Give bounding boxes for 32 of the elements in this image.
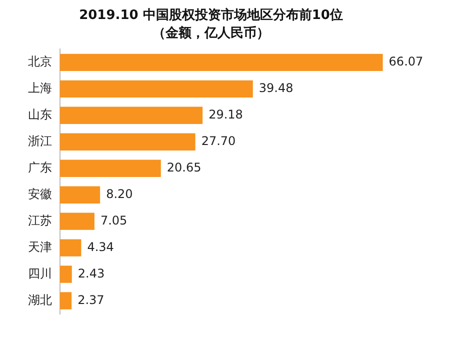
bar: [60, 160, 161, 177]
y-tick-label: 广东: [28, 160, 52, 174]
data-label: 29.18: [208, 108, 243, 122]
data-label: 7.05: [100, 213, 128, 228]
y-tick-label: 天津: [28, 240, 52, 254]
bar: [60, 106, 203, 124]
bar: [60, 54, 383, 72]
bar: [60, 133, 196, 150]
y-tick-label: 山东: [28, 108, 52, 122]
bar: [60, 239, 82, 256]
y-tick-label: 湖北: [28, 292, 52, 307]
data-label: 2.43: [78, 266, 105, 280]
y-tick-label: 四川: [28, 266, 52, 280]
data-label: 8.20: [106, 186, 133, 201]
bar: [60, 80, 253, 98]
chart-title: 2019.10 中国股权投资市场地区分布前10位: [79, 7, 343, 24]
data-label: 27.70: [201, 134, 236, 148]
y-tick-label: 安徽: [28, 186, 52, 201]
y-tick-label: 上海: [28, 81, 52, 96]
y-tick-label: 江苏: [28, 213, 52, 228]
data-label: 2.37: [78, 292, 104, 307]
bar: [60, 266, 72, 283]
data-label: 4.34: [87, 240, 114, 254]
data-label: 20.65: [166, 160, 202, 174]
bar: [60, 212, 94, 230]
y-tick-label: 北京: [28, 54, 52, 69]
data-label: 39.48: [258, 81, 294, 96]
bar: [60, 292, 72, 310]
data-label: 66.07: [388, 54, 424, 69]
chart-subtitle: （金额，亿人民币）: [152, 24, 270, 41]
bar: [60, 186, 100, 204]
y-tick-label: 浙江: [28, 134, 52, 148]
